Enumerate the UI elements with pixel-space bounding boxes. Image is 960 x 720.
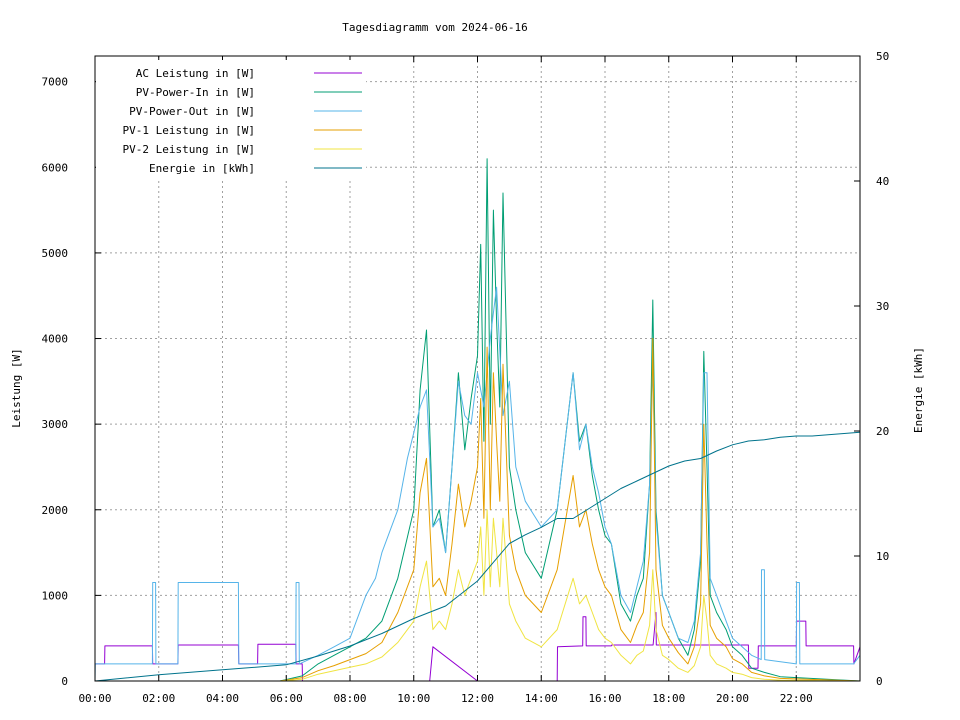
- series-lines: [94, 158, 861, 682]
- y2-tick-label: 30: [876, 300, 889, 313]
- legend: AC Leistung in [W] PV-Power-In in [W] PV-P…: [123, 67, 362, 175]
- series-line-2: [94, 286, 861, 682]
- chart-title: Tagesdiagramm vom 2024-06-16: [342, 21, 527, 34]
- y2-tick-label: 10: [876, 550, 889, 563]
- axis-ticks: 00:00 02:00 04:00 06:00 08:00 10:00 12:00 14:00…: [42, 50, 890, 705]
- y-tick-label: 6000: [42, 161, 69, 174]
- legend-label: PV-2 Leistung in [W]: [123, 143, 255, 156]
- x-tick-label: 02:00: [142, 692, 175, 705]
- y2-tick-label: 0: [876, 675, 883, 688]
- x-tick-label: 00:00: [78, 692, 111, 705]
- legend-label: PV-Power-In in [W]: [136, 86, 255, 99]
- y-tick-label: 7000: [42, 76, 69, 89]
- y-tick-label: 3000: [42, 418, 69, 431]
- x-tick-label: 18:00: [652, 692, 685, 705]
- x-tick-label: 14:00: [525, 692, 558, 705]
- legend-label: PV-Power-Out in [W]: [129, 105, 255, 118]
- x-tick-label: 12:00: [461, 692, 494, 705]
- y2-tick-label: 20: [876, 425, 889, 438]
- x-tick-label: 08:00: [333, 692, 366, 705]
- legend-label: Energie in [kWh]: [149, 162, 255, 175]
- legend-box: [96, 60, 366, 178]
- x-tick-label: 20:00: [716, 692, 749, 705]
- y-tick-label: 4000: [42, 333, 69, 346]
- y-tick-label: 1000: [42, 589, 69, 602]
- y-tick-label: 5000: [42, 247, 69, 260]
- x-tick-label: 16:00: [588, 692, 621, 705]
- series-line-5: [94, 431, 861, 682]
- x-tick-label: 04:00: [206, 692, 239, 705]
- legend-label: PV-1 Leistung in [W]: [123, 124, 255, 137]
- y-tick-label: 2000: [42, 504, 69, 517]
- y-tick-label: 0: [61, 675, 68, 688]
- legend-label: AC Leistung in [W]: [136, 67, 255, 80]
- series-line-4: [95, 509, 861, 682]
- series-line-3: [95, 338, 861, 682]
- x-tick-label: 22:00: [780, 692, 813, 705]
- x-tick-label: 06:00: [270, 692, 303, 705]
- y2-tick-label: 50: [876, 50, 889, 63]
- x-tick-label: 10:00: [397, 692, 430, 705]
- y-axis-label: Leistung [W]: [10, 348, 23, 427]
- y2-axis-label: Energie [kWh]: [912, 347, 925, 433]
- y2-tick-label: 40: [876, 175, 889, 188]
